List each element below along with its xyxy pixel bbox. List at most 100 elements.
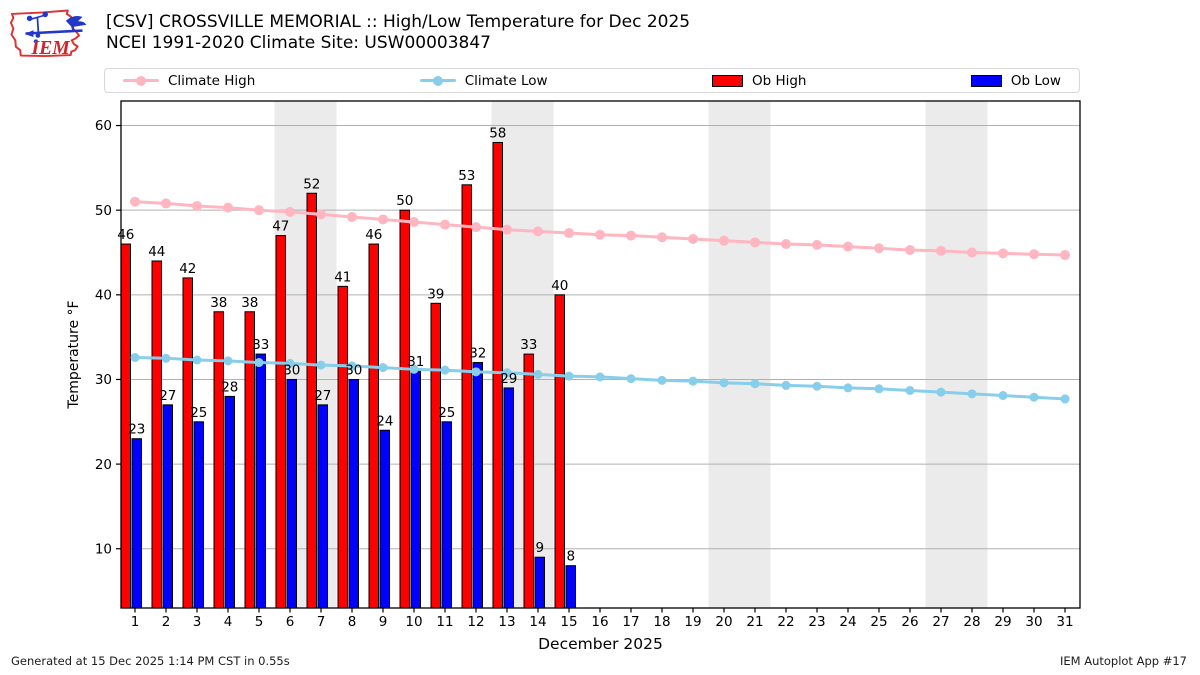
climate-high-marker	[1029, 249, 1039, 260]
ob-low-bar	[534, 556, 545, 609]
ob-high-value-label: 42	[179, 261, 196, 277]
ob-high-value-label: 50	[396, 193, 413, 209]
x-tick-label: 24	[839, 614, 856, 630]
ob-high-value-label: 52	[303, 176, 320, 192]
ob-low-bar	[472, 362, 483, 609]
weekend-band	[708, 101, 771, 608]
x-tick-label: 15	[560, 614, 577, 630]
ob-low-bar	[348, 378, 359, 609]
climate-high-marker	[378, 214, 388, 225]
chart-title: [CSV] CROSSVILLE MEMORIAL :: High/Low Te…	[106, 12, 691, 32]
climate-high-marker	[285, 206, 295, 217]
climate-low-marker	[440, 365, 450, 375]
legend-label-ob-high: Ob High	[751, 72, 807, 89]
x-tick-label: 23	[808, 614, 825, 630]
climate-high-marker	[254, 205, 264, 216]
climate-low-marker	[781, 380, 791, 390]
x-tick-label: 4	[224, 614, 233, 630]
climate-low-marker	[316, 360, 326, 370]
x-tick-label: 28	[963, 614, 980, 630]
climate-high-marker	[626, 230, 636, 241]
ob-high-bar	[244, 311, 255, 609]
x-tick-label: 22	[777, 614, 794, 630]
ob-high-value-label: 53	[458, 168, 475, 184]
ob-high-value-label: 33	[520, 337, 537, 353]
legend-label-ob-low: Ob Low	[1010, 72, 1061, 89]
ob-low-value-label: 29	[500, 371, 517, 387]
ob-high-bar	[337, 285, 348, 609]
climate-low-marker	[254, 358, 264, 368]
climate-low-marker	[936, 387, 946, 397]
climate-low-marker	[874, 384, 884, 394]
y-tick-label: 60	[95, 118, 112, 134]
climate-high-marker	[843, 241, 853, 252]
ob-high-bar	[554, 294, 565, 609]
weekend-band	[925, 101, 988, 608]
climate-high-marker	[595, 229, 605, 240]
legend: Climate High Climate Low Ob High Ob Low	[104, 68, 1080, 93]
x-tick-label: 3	[193, 614, 202, 630]
climate-high-marker	[905, 244, 915, 255]
climate-high-marker	[812, 239, 822, 250]
y-tick-label: 50	[95, 203, 112, 219]
ob-high-value-label: 47	[272, 219, 289, 235]
climate-low-marker	[967, 389, 977, 399]
climate-low-marker	[812, 381, 822, 391]
climate-high-marker	[781, 239, 791, 250]
x-axis-label: December 2025	[538, 635, 663, 653]
ob-high-value-label: 39	[427, 286, 444, 302]
x-tick-label: 11	[436, 614, 453, 630]
ob-low-value-label: 32	[469, 346, 486, 362]
climate-high-marker	[936, 245, 946, 256]
climate-high-marker	[533, 226, 543, 237]
climate-high-marker	[471, 222, 481, 233]
ob-high-value-label: 41	[334, 269, 351, 285]
ob-low-bar	[193, 421, 204, 609]
app-credit: IEM Autoplot App #17	[1059, 654, 1187, 668]
y-tick-label: 30	[95, 372, 112, 388]
climate-high-marker	[192, 200, 202, 211]
ob-low-value-label: 23	[128, 422, 145, 438]
climate-low-marker	[161, 353, 171, 363]
climate-high-marker	[874, 243, 884, 254]
climate-high-marker	[409, 217, 419, 228]
climate-high-marker	[440, 219, 450, 230]
x-tick-label: 5	[255, 614, 264, 630]
y-tick-label: 40	[95, 288, 112, 304]
climate-low-marker	[1060, 394, 1070, 404]
legend-item-climate-high: Climate High	[123, 73, 255, 89]
climate-low-marker	[471, 367, 481, 377]
climate-high-marker	[750, 237, 760, 248]
x-tick-label: 6	[286, 614, 295, 630]
x-tick-label: 2	[162, 614, 171, 630]
x-tick-label: 1	[131, 614, 140, 630]
ob-low-value-label: 9	[536, 540, 545, 556]
climate-high-marker	[564, 228, 574, 239]
ob-high-bar	[182, 277, 193, 609]
climate-low-marker	[564, 371, 574, 381]
climate-high-marker	[502, 224, 512, 235]
climate-high-marker	[130, 196, 140, 207]
x-tick-label: 29	[994, 614, 1011, 630]
climate-high-marker	[347, 211, 357, 222]
climate-low-marker	[223, 356, 233, 366]
ob-high-bar	[399, 209, 410, 609]
legend-item-ob-low: Ob Low	[970, 72, 1061, 89]
ob-low-value-label: 33	[252, 337, 269, 353]
x-tick-label: 7	[317, 614, 326, 630]
ob-high-value-label: 44	[148, 244, 165, 260]
x-tick-label: 16	[591, 614, 608, 630]
iem-logo-text: IEM	[31, 38, 71, 59]
ob-high-value-label: 38	[241, 295, 258, 311]
ob-low-value-label: 25	[438, 405, 455, 421]
weather-vane-icon	[24, 11, 87, 44]
ob-low-value-label: 27	[314, 388, 331, 404]
x-tick-label: 10	[405, 614, 422, 630]
ob-low-bar	[224, 395, 235, 609]
ob-low-value-label: 31	[407, 354, 424, 370]
ob-low-bar	[162, 404, 173, 609]
y-tick-label: 10	[95, 541, 112, 557]
ob-low-value-label: 25	[190, 405, 207, 421]
ob-low-bar	[565, 565, 576, 609]
ob-low-bar	[441, 421, 452, 609]
